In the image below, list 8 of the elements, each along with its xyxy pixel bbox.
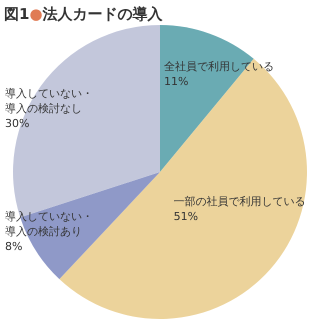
slice-label: 導入していない・導入の検討なし xyxy=(5,87,93,115)
data-label: 30% xyxy=(5,117,30,130)
data-label: 11% xyxy=(164,75,188,88)
data-label: 51% xyxy=(174,210,198,223)
slice-label: 一部の社員で利用している xyxy=(174,195,306,208)
chart-title: 図1●法人カードの導入 xyxy=(4,5,164,23)
slice-label: 導入していない・導入の検討あり xyxy=(5,210,93,238)
data-label: 8% xyxy=(5,240,22,253)
